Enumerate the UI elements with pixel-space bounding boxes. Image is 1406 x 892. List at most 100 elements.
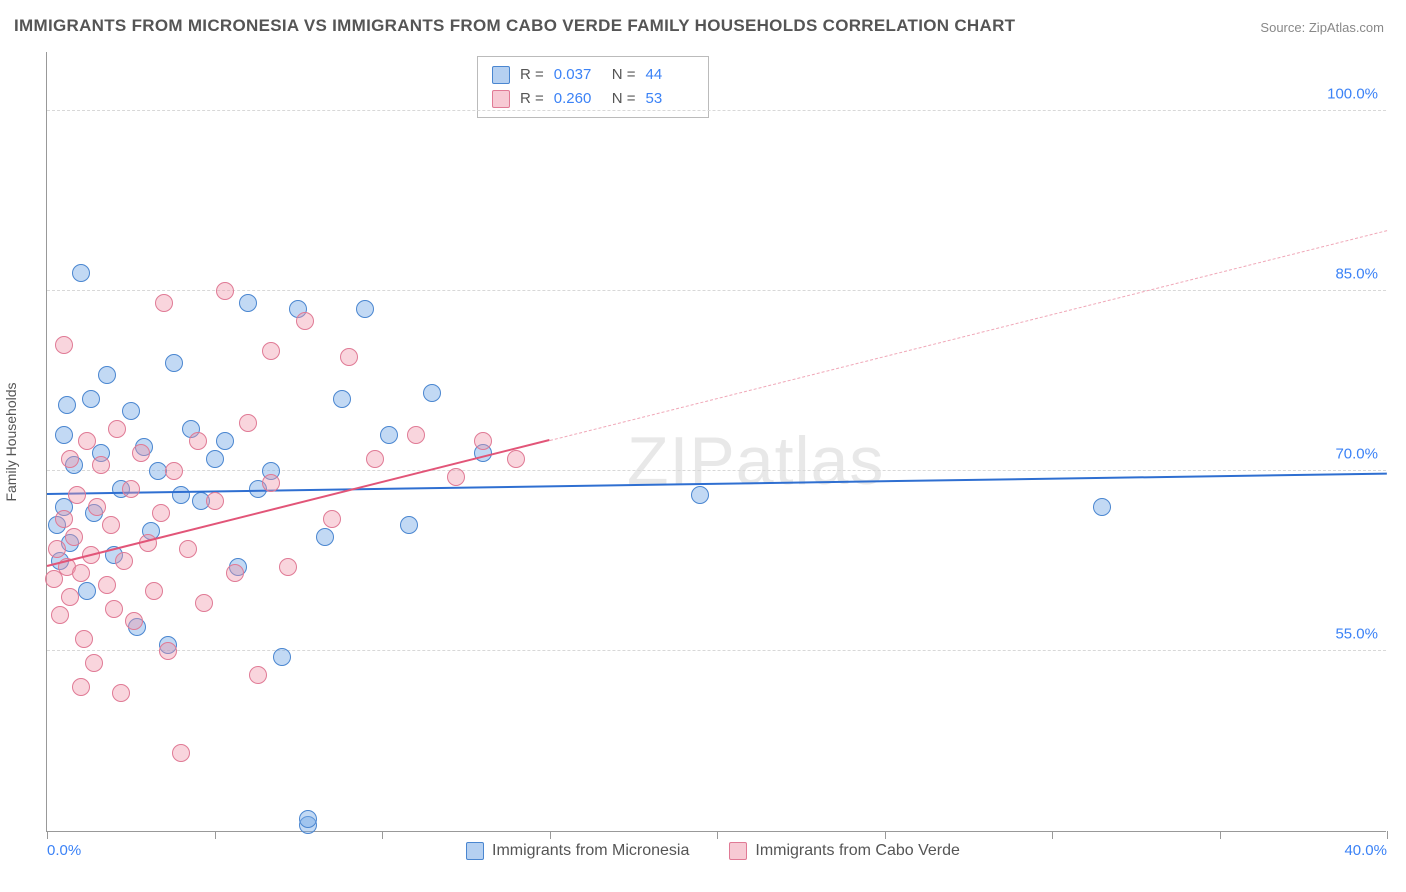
data-point — [72, 264, 90, 282]
gridline — [47, 470, 1386, 471]
source-link[interactable]: ZipAtlas.com — [1309, 20, 1384, 35]
data-point — [112, 684, 130, 702]
data-point — [105, 600, 123, 618]
data-point — [189, 432, 207, 450]
data-point — [51, 606, 69, 624]
data-point — [216, 282, 234, 300]
data-point — [82, 390, 100, 408]
data-point — [447, 468, 465, 486]
y-tick-label: 70.0% — [1335, 446, 1378, 463]
x-tick — [1220, 831, 1221, 839]
legend-swatch — [466, 842, 484, 860]
x-tick-label: 40.0% — [1344, 842, 1387, 859]
data-point — [165, 354, 183, 372]
legend-stat-row: R = 0.260 N = 53 — [492, 87, 694, 111]
data-point — [333, 390, 351, 408]
watermark-text: ZIPatlas — [627, 422, 884, 500]
data-point — [423, 384, 441, 402]
data-point — [98, 576, 116, 594]
x-tick — [717, 831, 718, 839]
stat-r-label: R = — [520, 63, 544, 87]
data-point — [55, 510, 73, 528]
gridline — [47, 110, 1386, 111]
data-point — [102, 516, 120, 534]
data-point — [474, 432, 492, 450]
gridline — [47, 290, 1386, 291]
gridline — [47, 650, 1386, 651]
stat-r-value: 0.037 — [554, 63, 602, 87]
trend-line — [47, 439, 550, 567]
data-point — [400, 516, 418, 534]
stat-r-label: R = — [520, 87, 544, 111]
data-point — [88, 498, 106, 516]
legend-series: Immigrants from Micronesia Immigrants fro… — [466, 842, 960, 860]
data-point — [691, 486, 709, 504]
legend-stats-box: R =0.037N =44R =0.260N =53 — [477, 56, 709, 118]
y-tick-label: 55.0% — [1335, 626, 1378, 643]
data-point — [125, 612, 143, 630]
data-point — [115, 552, 133, 570]
stat-r-value: 0.260 — [554, 87, 602, 111]
data-point — [340, 348, 358, 366]
data-point — [316, 528, 334, 546]
data-point — [65, 528, 83, 546]
data-point — [72, 678, 90, 696]
legend-swatch — [729, 842, 747, 860]
data-point — [299, 810, 317, 828]
data-point — [296, 312, 314, 330]
data-point — [61, 450, 79, 468]
data-point — [216, 432, 234, 450]
x-tick — [47, 831, 48, 839]
data-point — [145, 582, 163, 600]
data-point — [366, 450, 384, 468]
x-tick-label: 0.0% — [47, 842, 81, 859]
data-point — [155, 294, 173, 312]
data-point — [165, 462, 183, 480]
data-point — [226, 564, 244, 582]
legend-swatch — [492, 90, 510, 108]
x-tick — [885, 831, 886, 839]
legend-item: Immigrants from Cabo Verde — [729, 842, 960, 860]
data-point — [61, 588, 79, 606]
legend-swatch — [492, 66, 510, 84]
x-tick — [1052, 831, 1053, 839]
y-tick-label: 100.0% — [1327, 86, 1378, 103]
data-point — [92, 456, 110, 474]
data-point — [55, 336, 73, 354]
data-point — [68, 486, 86, 504]
data-point — [407, 426, 425, 444]
legend-stat-row: R =0.037N =44 — [492, 63, 694, 87]
data-point — [55, 426, 73, 444]
data-point — [239, 414, 257, 432]
data-point — [122, 480, 140, 498]
data-point — [122, 402, 140, 420]
x-tick — [550, 831, 551, 839]
legend-label: Immigrants from Cabo Verde — [755, 842, 960, 860]
trend-line — [47, 473, 1387, 495]
y-tick-label: 85.0% — [1335, 266, 1378, 283]
data-point — [273, 648, 291, 666]
data-point — [72, 564, 90, 582]
data-point — [179, 540, 197, 558]
data-point — [279, 558, 297, 576]
data-point — [85, 654, 103, 672]
data-point — [356, 300, 374, 318]
stat-n-label: N = — [612, 63, 636, 87]
data-point — [195, 594, 213, 612]
data-point — [58, 396, 76, 414]
stat-n-value: 53 — [646, 87, 694, 111]
x-tick — [215, 831, 216, 839]
data-point — [75, 630, 93, 648]
x-tick — [382, 831, 383, 839]
data-point — [323, 510, 341, 528]
trend-line — [549, 230, 1387, 441]
data-point — [507, 450, 525, 468]
data-point — [149, 462, 167, 480]
y-axis-title: Family Households — [3, 382, 19, 501]
x-tick — [1387, 831, 1388, 839]
data-point — [206, 492, 224, 510]
data-point — [48, 540, 66, 558]
stat-n-label: N = — [612, 87, 636, 111]
legend-item: Immigrants from Micronesia — [466, 842, 689, 860]
data-point — [380, 426, 398, 444]
